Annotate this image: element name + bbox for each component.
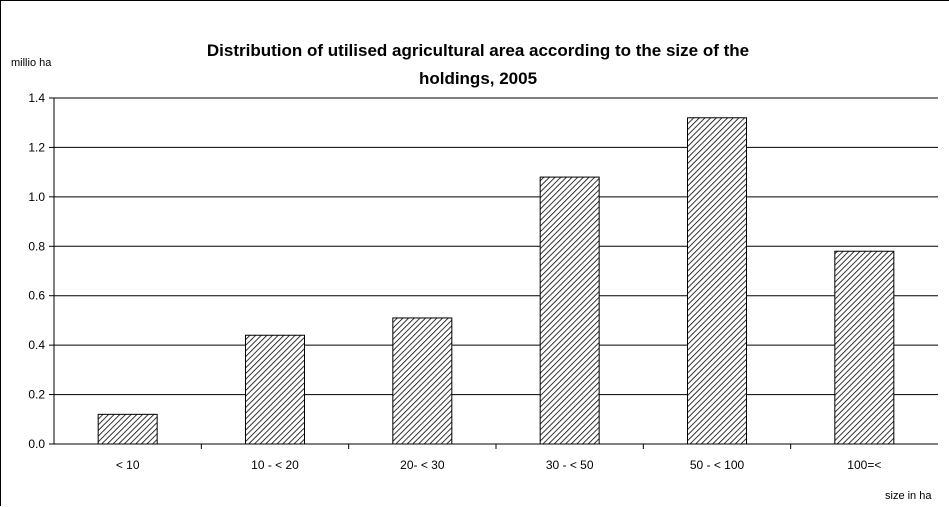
bar <box>245 334 305 445</box>
chart-title-line-2: holdings, 2005 <box>419 69 537 88</box>
y-tick-label: 1.4 <box>28 91 45 105</box>
axes <box>49 97 938 449</box>
x-tick-label: 10 - < 20 <box>251 458 299 472</box>
gridlines <box>54 97 938 445</box>
x-axis-label: size in ha <box>885 490 932 502</box>
y-tick-label: 1.2 <box>28 140 45 154</box>
y-tick-label: 0.2 <box>28 388 45 402</box>
bar <box>539 176 600 445</box>
x-tick-label: < 10 <box>116 458 140 472</box>
x-tick-labels: < 10 10 - < 20 20- < 30 30 - < 50 50 - < 100… <box>116 458 882 472</box>
y-tick-label: 0.0 <box>28 437 45 451</box>
y-tick-label: 0.8 <box>28 239 45 253</box>
x-tick-label: 30 - < 50 <box>546 458 594 472</box>
bars <box>97 117 895 445</box>
bar <box>97 413 158 445</box>
x-tick-label: 50 - < 100 <box>690 458 745 472</box>
x-tick-label: 100=< <box>847 458 881 472</box>
y-tick-labels: 0.0 0.2 0.4 0.6 0.8 1.0 1.2 1.4 <box>28 91 45 451</box>
x-tick-label: 20- < 30 <box>400 458 445 472</box>
y-tick-label: 0.6 <box>28 289 45 303</box>
bar <box>392 317 453 445</box>
y-axis-label: millio ha <box>11 57 52 69</box>
chart-title-line-1: Distribution of utilised agricultural ar… <box>207 41 749 60</box>
y-tick-label: 0.4 <box>28 338 45 352</box>
bar <box>834 250 895 445</box>
bar <box>687 117 747 445</box>
y-tick-label: 1.0 <box>28 190 45 204</box>
